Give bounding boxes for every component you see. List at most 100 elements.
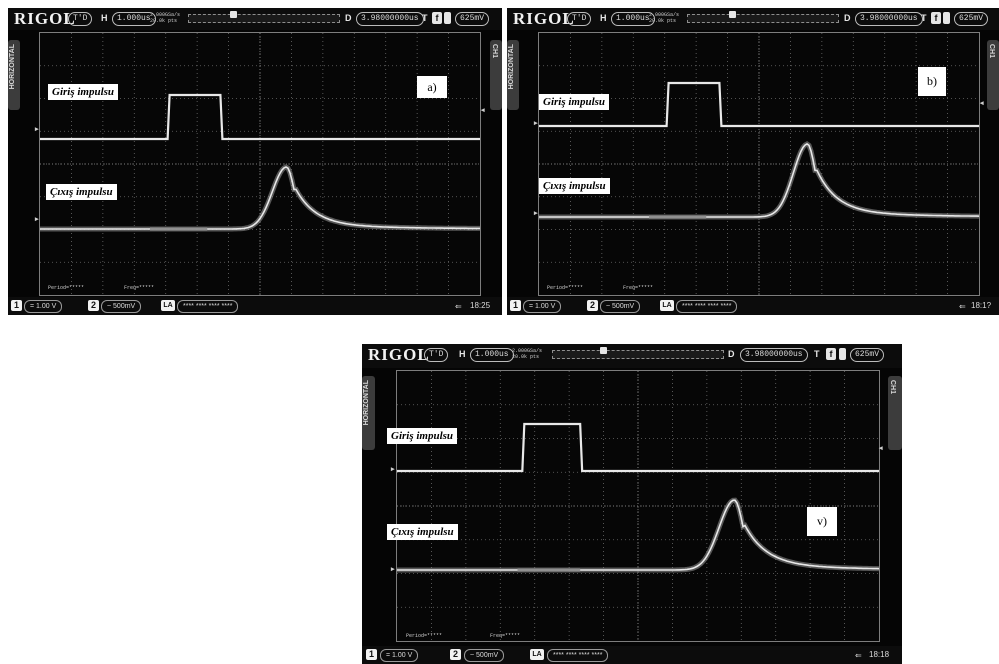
la-button[interactable]: LA [660,300,674,311]
trigger-label: T [422,13,428,23]
delay-label: D [728,349,735,359]
timebase-readout[interactable]: 1.000us [112,12,156,26]
period-measurement: Period=***** [406,633,443,639]
ch2-scale[interactable]: ~ 500mV [464,649,505,662]
usb-icon: ⇐ [855,651,862,660]
trigger-edge-icon[interactable]: f [931,12,941,24]
top-status-bar: RIGOL T'D H 1.000us 2.000GSa/s 20.0k pts… [8,8,502,30]
trigger-level-readout[interactable]: 625mV [455,12,490,26]
baseline-noise-segment [649,215,707,219]
sample-rate: 2.000GSa/s [150,12,181,18]
trigger-label: T [814,349,820,359]
input-pulse-label: Giriş impulsu [48,84,119,100]
ch2-offset-marker: ▸ [534,210,538,217]
input-pulse-trace [40,93,480,141]
trigger-level-marker: ◂ [879,445,883,452]
ch1-side-label: CH1 [491,44,498,59]
trigger-source-icon [839,348,846,360]
usb-icon: ⇐ [959,302,966,311]
top-status-bar: RIGOL T'D H 1.000us 2.000GSa/s 20.0k pts… [362,344,902,368]
ch1-button[interactable]: 1 [11,300,22,311]
waveform-area [397,371,879,641]
ch1-scale[interactable]: = 1.00 V [523,300,562,313]
baseline-noise-segment [517,568,581,572]
trigger-edge-icon[interactable]: f [432,12,442,24]
ch1-side-tab[interactable]: CH1 [888,376,902,450]
ch1-side-label: CH1 [889,380,896,395]
memory-depth: 20.0k pts [150,18,178,24]
ch2-button[interactable]: 2 [450,649,461,660]
timebase-readout[interactable]: 1.000us [611,12,655,26]
memory-depth: 20.0k pts [649,18,677,24]
brand-logo: RIGOL [368,345,430,364]
memory-bar [687,14,839,23]
trigger-source-icon [943,12,950,24]
trigger-level-readout[interactable]: 625mV [850,348,885,362]
trigger-level-marker: ◂ [980,100,984,107]
clock: 18:18 [869,650,890,659]
ch1-offset-marker: ▸ [35,126,39,133]
ch1-button[interactable]: 1 [510,300,521,311]
baseline-noise-segment [150,227,208,231]
horizontal-label: H [101,13,108,23]
mode-indicator: T'D [567,12,592,26]
bottom-status-bar: 1 = 1.00 V 2 ~ 500mV LA **** **** **** *… [507,297,999,315]
la-value: **** **** **** **** [676,300,738,313]
ch1-button[interactable]: 1 [366,649,377,660]
period-measurement: Period=***** [48,285,85,291]
ch1-scale[interactable]: = 1.00 V [380,649,419,662]
frequency-measurement: Freq=***** [490,633,521,639]
clock: 18:1? [971,301,992,310]
bottom-status-bar: 1 = 1.00 V 2 ~ 500mV LA **** **** **** *… [362,646,902,664]
horizontal-label: H [459,349,466,359]
ch2-button[interactable]: 2 [88,300,99,311]
clock: 18:25 [470,301,491,310]
trigger-position-marker [600,347,607,354]
top-status-bar: RIGOL T'D H 1.000us 2.000GSa/s 20.0k pts… [507,8,999,30]
timebase-readout[interactable]: 1.000us [470,348,514,362]
horizontal-label: H [600,13,607,23]
waveform-grid [396,370,880,642]
delay-readout[interactable]: 3.98000000us [855,12,923,26]
input-pulse-trace [397,422,879,473]
brand-logo: RIGOL [14,9,76,28]
input-pulse-label: Giriş impulsu [387,428,458,444]
trigger-edge-icon[interactable]: f [826,348,836,360]
brand-logo: RIGOL [513,9,575,28]
frequency-measurement: Freq=***** [124,285,155,291]
ch1-scale[interactable]: = 1.00 V [24,300,63,313]
frequency-measurement: Freq=***** [623,285,654,291]
memory-bar [552,350,724,359]
horizontal-side-tab[interactable]: HORIZONTAL [362,376,375,450]
horizontal-side-label: HORIZONTAL [363,380,370,426]
output-pulse-label: Çıxış impulsu [46,184,117,200]
oscilloscope-screen-a: RIGOL T'D H 1.000us 2.000GSa/s 20.0k pts… [8,8,502,315]
ch1-offset-marker: ▸ [534,120,538,127]
trigger-level-readout[interactable]: 625mV [954,12,989,26]
delay-readout[interactable]: 3.98000000us [740,348,808,362]
la-button[interactable]: LA [161,300,175,311]
delay-readout[interactable]: 3.98000000us [356,12,424,26]
ch1-side-label: CH1 [988,44,995,59]
output-pulse-label: Çıxış impulsu [387,524,458,540]
horizontal-side-tab[interactable]: HORIZONTAL [507,40,519,110]
panel-tag: a) [417,76,447,98]
mode-indicator: T'D [68,12,93,26]
ch2-button[interactable]: 2 [587,300,598,311]
memory-bar [188,14,340,23]
output-pulse-trace [397,499,879,571]
waveform-grid [39,32,481,296]
sample-rate: 2.000GSa/s [649,12,680,18]
delay-label: D [345,13,352,23]
ch2-scale[interactable]: ~ 500mV [101,300,142,313]
horizontal-side-tab[interactable]: HORIZONTAL [8,40,20,110]
panel-tag: v) [807,507,837,536]
waveform-area [40,33,480,295]
sample-rate: 2.000GSa/s [512,348,543,354]
la-button[interactable]: LA [530,649,544,660]
usb-icon: ⇐ [455,302,462,311]
ch1-side-tab[interactable]: CH1 [987,40,999,110]
ch1-side-tab[interactable]: CH1 [490,40,502,110]
ch2-scale[interactable]: ~ 500mV [600,300,641,313]
bottom-status-bar: 1 = 1.00 V 2 ~ 500mV LA **** **** **** *… [8,297,502,315]
